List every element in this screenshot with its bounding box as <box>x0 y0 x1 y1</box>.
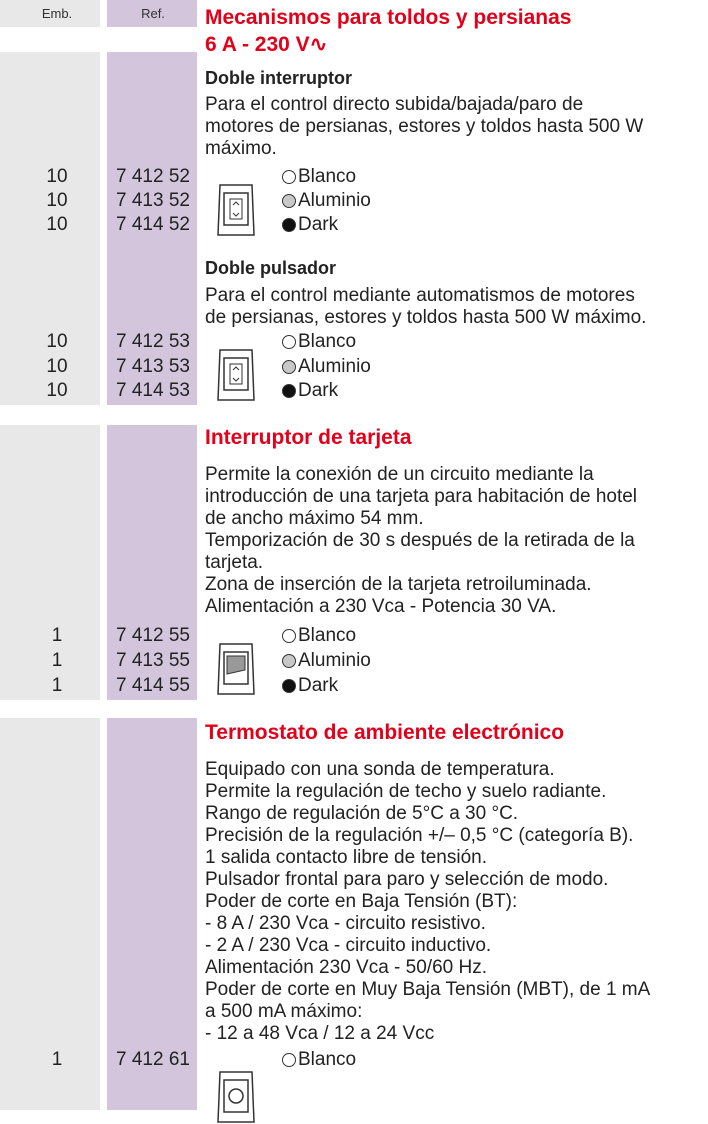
ref-value: 7 414 55 <box>116 675 190 696</box>
finish-name: Blanco <box>298 1049 357 1070</box>
description-line: tarjeta. <box>205 552 264 573</box>
description-line: a 500 mA máximo: <box>205 1001 363 1022</box>
description-line: motores de persianas, estores y toldos h… <box>205 116 644 137</box>
ref-value: 7 414 53 <box>116 380 190 401</box>
ref-value: 7 412 53 <box>116 331 190 352</box>
finish-name: Dark <box>298 380 339 401</box>
description-line: introducción de una tarjeta para habitac… <box>205 486 638 507</box>
product-name: Doble interruptor <box>205 68 352 88</box>
ref-value: 7 412 61 <box>116 1049 190 1070</box>
emb-value: 1 <box>51 1049 63 1070</box>
ref-value: 7 413 52 <box>116 190 190 211</box>
ref-column <box>107 718 197 1110</box>
ref-value: 7 413 55 <box>116 650 190 671</box>
finish-swatch <box>282 629 296 643</box>
description-line: - 8 A / 230 Vca - circuito resistivo. <box>205 913 486 934</box>
description-line: Alimentación a 230 Vca - Potencia 30 VA. <box>205 596 557 617</box>
product-icon <box>217 1071 255 1123</box>
product-name: Doble pulsador <box>205 258 337 278</box>
ref-column <box>107 425 197 700</box>
finish-swatch <box>282 654 296 668</box>
ref-value: 7 414 52 <box>116 214 190 235</box>
product-icon <box>217 349 255 401</box>
finish-swatch <box>282 679 296 693</box>
description-line: Zona de inserción de la tarjeta retroilu… <box>205 574 592 595</box>
description-line: 1 salida contacto libre de tensión. <box>205 847 488 868</box>
emb-value: 1 <box>51 675 63 696</box>
ref-value: 7 413 53 <box>116 355 190 377</box>
finish-name: Aluminio <box>298 190 371 211</box>
emb-value: 10 <box>46 190 68 211</box>
finish-swatch <box>282 359 296 374</box>
description-line: - 12 a 48 Vca / 12 a 24 Vcc <box>205 1023 435 1044</box>
emb-value: 10 <box>46 355 68 377</box>
emb-value: 10 <box>46 380 68 401</box>
description-line: Alimentación 230 Vca - 50/60 Hz. <box>205 957 487 978</box>
finish-swatch <box>282 170 296 184</box>
emb-value: 10 <box>46 214 68 235</box>
finish-name: Dark <box>298 675 339 696</box>
finish-name: Aluminio <box>298 355 371 377</box>
ref-header-bg <box>107 0 197 27</box>
section-title: Termostato de ambiente electrónico <box>205 721 565 744</box>
ref-header: Ref. <box>141 6 165 21</box>
finish-swatch <box>282 194 296 208</box>
description-line: Poder de corte en Baja Tensión (BT): <box>205 891 518 912</box>
finish-swatch <box>282 335 296 349</box>
section-title: Mecanismos para toldos y persianas <box>205 6 572 29</box>
finish-swatch <box>282 1053 296 1067</box>
emb-value: 1 <box>51 650 63 671</box>
emb-value: 10 <box>46 166 68 187</box>
description-line: - 2 A / 230 Vca - circuito inductivo. <box>205 935 492 956</box>
section-title: 6 A - 230 V∿ <box>205 33 328 56</box>
description-line: Precisión de la regulación +/– 0,5 °C (c… <box>205 825 634 846</box>
emb-column <box>0 52 100 405</box>
finish-name: Blanco <box>298 331 357 352</box>
finish-swatch <box>282 384 296 398</box>
description-line: Poder de corte en Muy Baja Tensión (MBT)… <box>205 979 651 1000</box>
product-icon <box>217 643 255 695</box>
finish-name: Dark <box>298 214 339 235</box>
description-line: Para el control directo subida/bajada/pa… <box>205 94 584 115</box>
description-line: Permite la conexión de un circuito media… <box>205 464 594 485</box>
description-line: de persianas, estores y toldos hasta 500… <box>205 307 647 328</box>
emb-column <box>0 425 100 700</box>
emb-header: Emb. <box>41 6 73 21</box>
emb-value: 1 <box>51 625 63 646</box>
ref-value: 7 412 55 <box>116 625 190 646</box>
description-line: de ancho máximo 54 mm. <box>205 508 424 529</box>
description-line: Rango de regulación de 5°C a 30 °C. <box>205 803 519 824</box>
finish-name: Aluminio <box>298 650 371 671</box>
emb-column <box>0 718 100 1110</box>
description-line: Pulsador frontal para paro y selección d… <box>205 869 609 890</box>
description-line: Temporización de 30 s después de la reti… <box>205 530 635 551</box>
description-line: máximo. <box>205 138 277 159</box>
description-line: Permite la regulación de techo y suelo r… <box>205 781 607 802</box>
ref-column <box>107 52 197 405</box>
section-title: Interruptor de tarjeta <box>205 426 412 449</box>
ref-value: 7 412 52 <box>116 166 190 187</box>
emb-header-bg <box>0 0 100 27</box>
emb-value: 10 <box>46 331 68 352</box>
finish-name: Blanco <box>298 166 357 187</box>
finish-name: Blanco <box>298 625 357 646</box>
product-icon <box>217 184 255 236</box>
finish-swatch <box>282 218 296 232</box>
description-line: Para el control mediante automatismos de… <box>205 285 635 306</box>
description-line: Equipado con una sonda de temperatura. <box>205 759 555 780</box>
